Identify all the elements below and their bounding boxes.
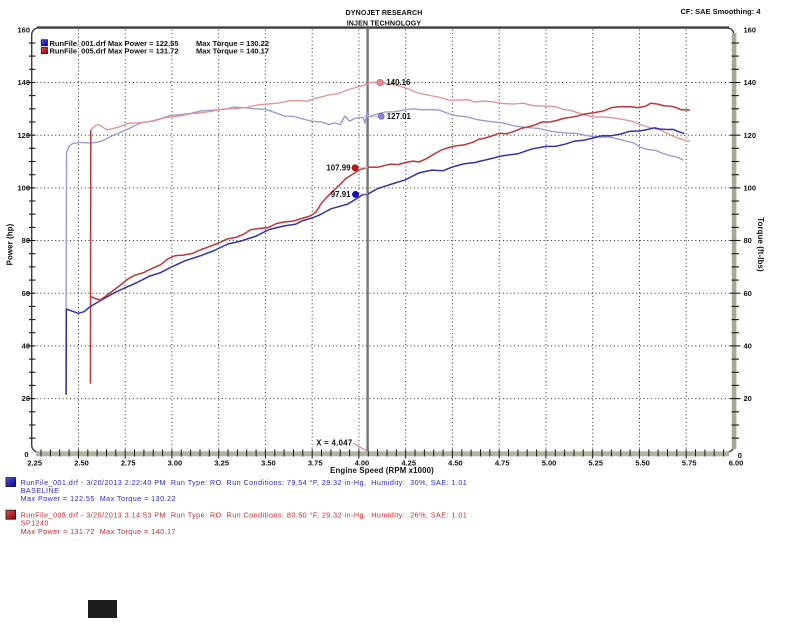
svg-text:4.50: 4.50 (448, 459, 463, 468)
svg-text:120: 120 (744, 131, 757, 140)
svg-text:140.16: 140.16 (386, 78, 411, 87)
svg-text:5.50: 5.50 (635, 459, 650, 468)
svg-text:60: 60 (744, 289, 752, 298)
svg-text:160: 160 (17, 25, 30, 34)
svg-text:Power (hp): Power (hp) (6, 223, 15, 265)
svg-text:40: 40 (22, 342, 30, 351)
svg-text:5.25: 5.25 (588, 459, 603, 468)
svg-text:97.91: 97.91 (331, 190, 351, 199)
svg-text:CF: SAE Smoothing: 4: CF: SAE Smoothing: 4 (681, 7, 762, 16)
svg-text:3.75: 3.75 (308, 459, 323, 468)
svg-text:100: 100 (744, 184, 757, 193)
svg-text:RunFile_005.drf Max Power = 13: RunFile_005.drf Max Power = 131.72 (50, 47, 179, 56)
svg-text:X = 4.047: X = 4.047 (316, 438, 352, 447)
svg-text:120: 120 (17, 131, 30, 140)
svg-text:Max Torque = 140.17: Max Torque = 140.17 (196, 47, 269, 56)
svg-text:40: 40 (744, 342, 752, 351)
svg-text:5.00: 5.00 (542, 459, 557, 468)
svg-text:2.25: 2.25 (27, 459, 42, 468)
svg-text:80: 80 (22, 236, 30, 245)
svg-text:140: 140 (744, 78, 757, 87)
svg-text:3.00: 3.00 (168, 459, 183, 468)
svg-text:RunFile_001.drf - 3/20/2013 2:: RunFile_001.drf - 3/20/2013 2:22:40 PM R… (21, 478, 468, 487)
svg-text:RunFile_005.drf - 3/20/2013 3:: RunFile_005.drf - 3/20/2013 3:14:53 PM R… (21, 510, 468, 519)
svg-text:60: 60 (22, 289, 30, 298)
svg-text:Max Power = 122.55 Max Torque: Max Power = 122.55 Max Torque = 130.22 (21, 494, 176, 503)
svg-text:Engine Speed (RPM x1000): Engine Speed (RPM x1000) (330, 466, 434, 475)
svg-text:160: 160 (744, 25, 757, 34)
svg-text:3.25: 3.25 (214, 459, 229, 468)
svg-text:127.01: 127.01 (387, 112, 412, 121)
svg-text:3.50: 3.50 (261, 459, 276, 468)
svg-text:20: 20 (22, 394, 30, 403)
svg-text:INJEN TECHNOLOGY: INJEN TECHNOLOGY (347, 20, 422, 28)
svg-text:Max Power = 131.72 Max Torque: Max Power = 131.72 Max Torque = 140.17 (21, 527, 176, 536)
svg-text:140: 140 (17, 78, 30, 87)
svg-text:2.50: 2.50 (74, 459, 89, 468)
svg-text:100: 100 (17, 184, 30, 193)
svg-text:Torque (ft-lbs): Torque (ft-lbs) (756, 217, 765, 272)
svg-text:5.75: 5.75 (682, 459, 697, 468)
svg-text:2.75: 2.75 (121, 459, 136, 468)
svg-text:DYNOJET RESEARCH: DYNOJET RESEARCH (346, 9, 423, 17)
svg-text:6.00: 6.00 (729, 459, 744, 468)
svg-text:20: 20 (744, 394, 752, 403)
svg-text:4.75: 4.75 (495, 459, 510, 468)
svg-text:80: 80 (744, 236, 752, 245)
svg-text:107.99: 107.99 (326, 164, 351, 173)
